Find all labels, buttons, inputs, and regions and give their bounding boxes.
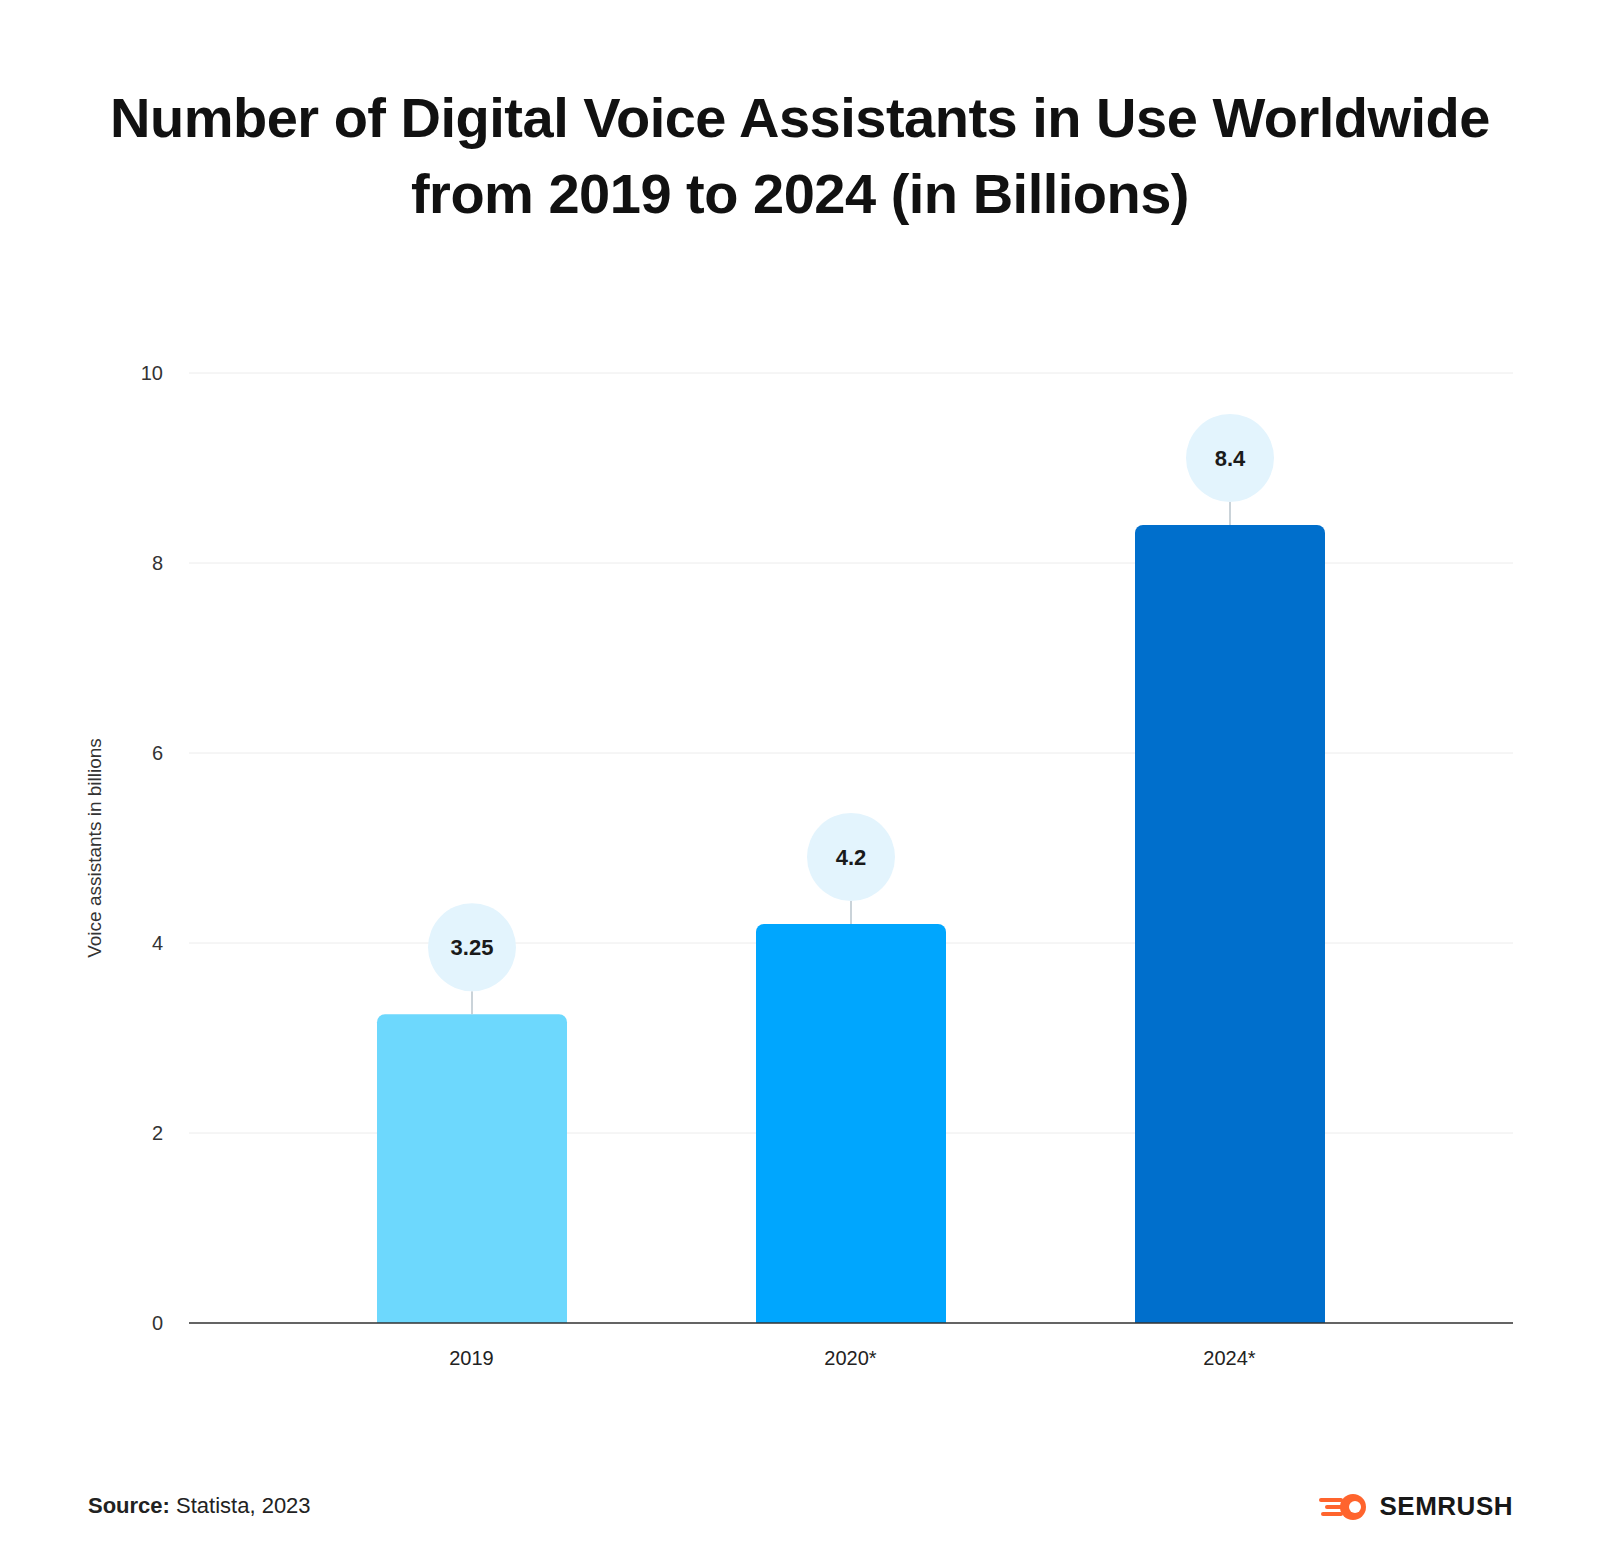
svg-text:8: 8 [152,552,163,574]
svg-text:8.4: 8.4 [1215,446,1246,471]
svg-text:2020*: 2020* [824,1347,876,1369]
svg-text:4.2: 4.2 [836,845,867,870]
html-text:SEMRUSH: SEMRUSH [1379,1490,1513,1521]
html-text:Number of Digital Voice Assist: Number of Digital Voice Assistants in Us… [110,86,1490,225]
html-text:Source: Statista, 2023: Source: Statista, 2023 [88,1493,311,1518]
svg-text:3.25: 3.25 [451,935,494,960]
svg-text:0: 0 [152,1312,163,1334]
svg-text:10: 10 [141,362,163,384]
svg-text:2019: 2019 [449,1347,494,1369]
svg-text:2: 2 [152,1122,163,1144]
svg-text:6: 6 [152,742,163,764]
svg-text:2024*: 2024* [1203,1347,1255,1369]
svg-text:4: 4 [152,932,163,954]
html-text:Voice assistants in billions: Voice assistants in billions [84,738,105,958]
